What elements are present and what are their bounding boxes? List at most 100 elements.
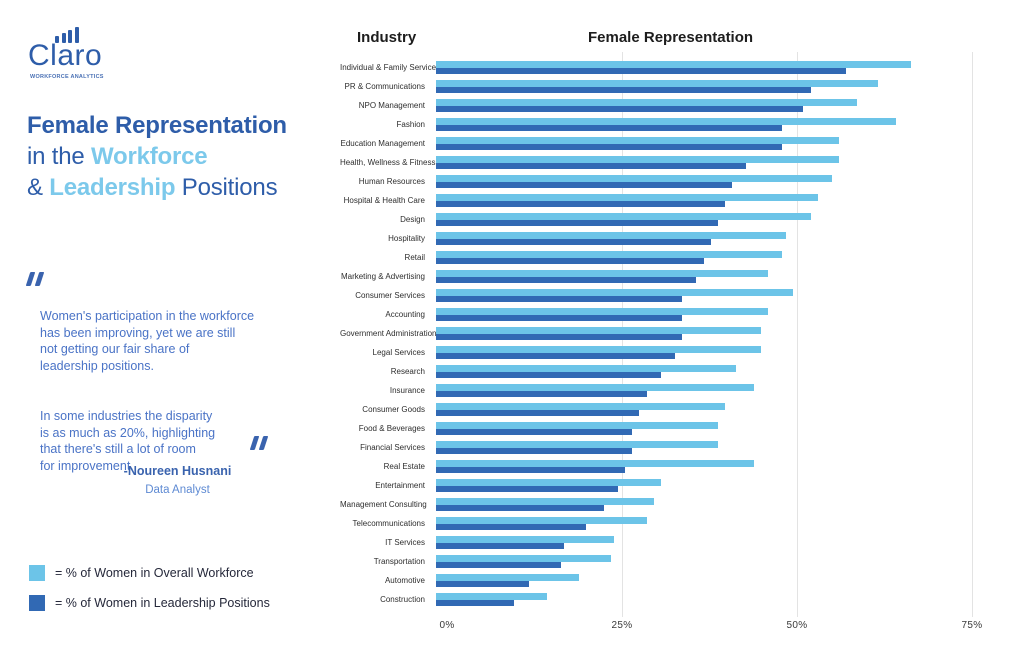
bar-group — [436, 476, 1014, 495]
leadership-bar — [436, 257, 704, 264]
legend-label: = % of Women in Leadership Positions — [55, 596, 270, 610]
workforce-bar — [436, 251, 783, 258]
workforce-bar — [436, 194, 818, 201]
legend-label: = % of Women in Overall Workforce — [55, 566, 254, 580]
category-label: Fashion — [396, 120, 425, 129]
category-label: Human Resources — [358, 177, 425, 186]
bar-group — [436, 362, 1014, 381]
category-label: Government Administration — [340, 329, 437, 338]
axis-tick-label: 50% — [786, 620, 808, 631]
chart-row: Hospitality — [340, 229, 1014, 248]
workforce-bar — [436, 555, 611, 562]
workforce-bar — [436, 498, 654, 505]
chart-row: PR & Communications — [340, 77, 1014, 96]
workforce-bar — [436, 289, 793, 296]
leadership-bar — [436, 200, 725, 207]
chart-row: Individual & Family Services — [340, 58, 1014, 77]
bar-group — [436, 248, 1014, 267]
quote-author-role: Data Analyst — [145, 484, 210, 496]
workforce-bar — [436, 118, 897, 125]
category-label: Legal Services — [372, 348, 425, 357]
workforce-bar — [436, 593, 547, 600]
leadership-bar — [436, 67, 847, 74]
leadership-bar — [436, 599, 515, 606]
bar-group — [436, 495, 1014, 514]
x-axis: 0% 25% 50% 75% — [439, 620, 1014, 636]
page-title: Female Representation in the Workforce &… — [27, 110, 287, 203]
bar-group — [436, 324, 1014, 343]
gridline — [972, 52, 973, 617]
bar-group — [436, 191, 1014, 210]
bar-group — [436, 343, 1014, 362]
column-header-industry: Industry — [357, 29, 417, 46]
axis-tick-label: 25% — [611, 620, 633, 631]
category-label: Accounting — [385, 310, 425, 319]
title-line2: in the Workforce — [27, 143, 208, 170]
leadership-bar — [436, 276, 697, 283]
quote-attribution: -Noureen Husnani Data Analyst — [30, 464, 325, 496]
category-label: Transportation — [373, 557, 425, 566]
category-label: Individual & Family Services — [340, 63, 441, 72]
category-label: Food & Beverages — [358, 424, 425, 433]
chart-row: Telecommunications — [340, 514, 1014, 533]
workforce-swatch — [29, 565, 45, 581]
leadership-swatch — [29, 595, 45, 611]
leadership-bar — [436, 314, 683, 321]
quote-paragraph-1: Women's participation in the workforce h… — [40, 308, 255, 374]
workforce-bar — [436, 99, 857, 106]
category-label: Insurance — [389, 386, 425, 395]
chart-row: Research — [340, 362, 1014, 381]
chart-row: Retail — [340, 248, 1014, 267]
workforce-bar — [436, 156, 840, 163]
leadership-bar — [436, 333, 683, 340]
chart-row: Insurance — [340, 381, 1014, 400]
bar-group — [436, 58, 1014, 77]
workforce-bar — [436, 232, 786, 239]
chart-row: Transportation — [340, 552, 1014, 571]
chart-row: Design — [340, 210, 1014, 229]
category-label: IT Services — [385, 538, 425, 547]
chart-row: Construction — [340, 590, 1014, 609]
leadership-bar — [436, 428, 633, 435]
workforce-bar — [436, 346, 761, 353]
category-label: Consumer Services — [355, 291, 425, 300]
chart-row: Education Management — [340, 134, 1014, 153]
chart-row: Human Resources — [340, 172, 1014, 191]
category-label: NPO Management — [358, 101, 425, 110]
chart-row: Entertainment — [340, 476, 1014, 495]
workforce-bar — [436, 213, 811, 220]
logo-wordmark: Claro — [28, 39, 103, 72]
title-line3: & Leadership Positions — [27, 174, 278, 201]
chart-row: Legal Services — [340, 343, 1014, 362]
leadership-bar — [436, 162, 747, 169]
bar-group — [436, 419, 1014, 438]
workforce-bar — [436, 574, 579, 581]
bar-group — [436, 134, 1014, 153]
category-label: Management Consulting — [340, 500, 427, 509]
bar-group — [436, 77, 1014, 96]
leadership-bar — [436, 485, 618, 492]
bar-group — [436, 381, 1014, 400]
workforce-bar — [436, 308, 768, 315]
category-label: Retail — [404, 253, 425, 262]
bar-group — [436, 96, 1014, 115]
leadership-bar — [436, 542, 565, 549]
leadership-bar — [436, 181, 733, 188]
bar-group — [436, 153, 1014, 172]
chart-row: NPO Management — [340, 96, 1014, 115]
leadership-bar — [436, 390, 647, 397]
leadership-bar — [436, 447, 633, 454]
axis-tick-label: 75% — [961, 620, 983, 631]
workforce-bar — [436, 460, 754, 467]
workforce-bar — [436, 175, 833, 182]
category-label: Research — [390, 367, 425, 376]
category-label: Marketing & Advertising — [340, 272, 425, 281]
chart-row: Government Administration — [340, 324, 1014, 343]
chart-row: Food & Beverages — [340, 419, 1014, 438]
column-header-female-representation: Female Representation — [588, 29, 754, 46]
workforce-bar — [436, 479, 661, 486]
leadership-bar — [436, 105, 804, 112]
workforce-bar — [436, 137, 840, 144]
axis-tick-label: 0% — [439, 620, 455, 631]
quote-author: -Noureen Husnani — [123, 464, 232, 478]
